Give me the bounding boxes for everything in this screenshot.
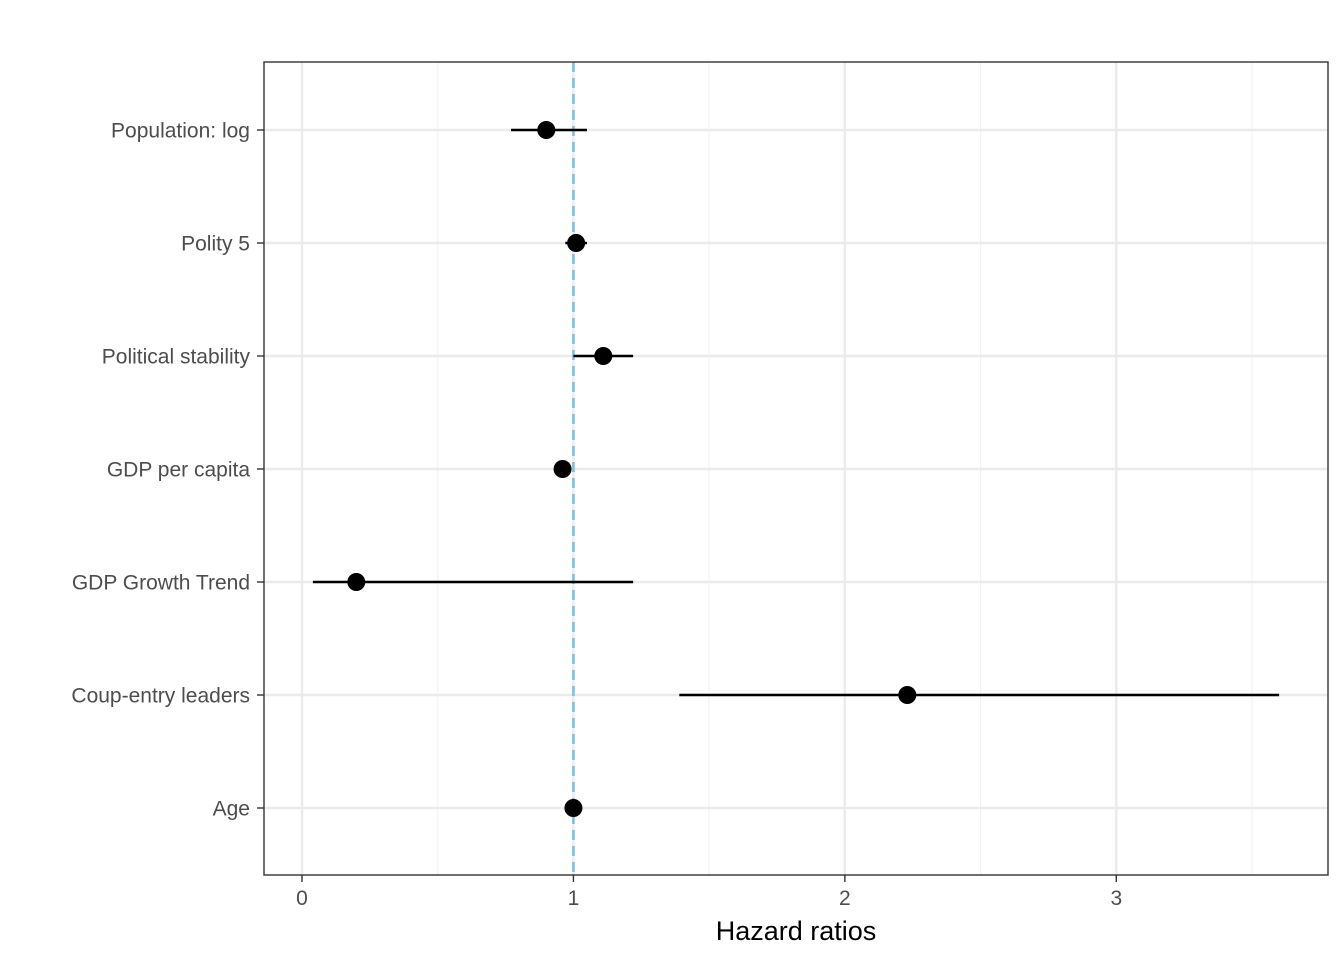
y-tick-label: GDP Growth Trend bbox=[72, 572, 250, 595]
y-tick-label: Polity 5 bbox=[181, 233, 250, 256]
y-tick-label: Coup-entry leaders bbox=[71, 685, 250, 708]
data-point bbox=[898, 686, 917, 704]
y-tick-label: GDP per capita bbox=[107, 459, 251, 482]
y-tick-label: Political stability bbox=[102, 346, 251, 369]
x-tick-label: 0 bbox=[296, 887, 308, 910]
data-point bbox=[564, 799, 583, 817]
data-marks bbox=[312, 121, 1280, 817]
data-point bbox=[567, 234, 586, 252]
x-axis-title: Hazard ratios bbox=[716, 916, 877, 946]
data-point bbox=[594, 347, 613, 365]
x-tick-label: 2 bbox=[839, 887, 851, 910]
axes: Population: log Polity 5 Political stabili… bbox=[71, 120, 1122, 911]
x-tick-label: 1 bbox=[568, 887, 580, 910]
x-tick-label: 3 bbox=[1110, 887, 1122, 910]
data-point bbox=[537, 121, 556, 139]
data-point bbox=[347, 573, 366, 591]
grid-lines bbox=[264, 62, 1328, 875]
data-point bbox=[553, 460, 572, 478]
y-tick-label: Population: log bbox=[111, 120, 250, 143]
y-tick-label: Age bbox=[213, 798, 250, 821]
